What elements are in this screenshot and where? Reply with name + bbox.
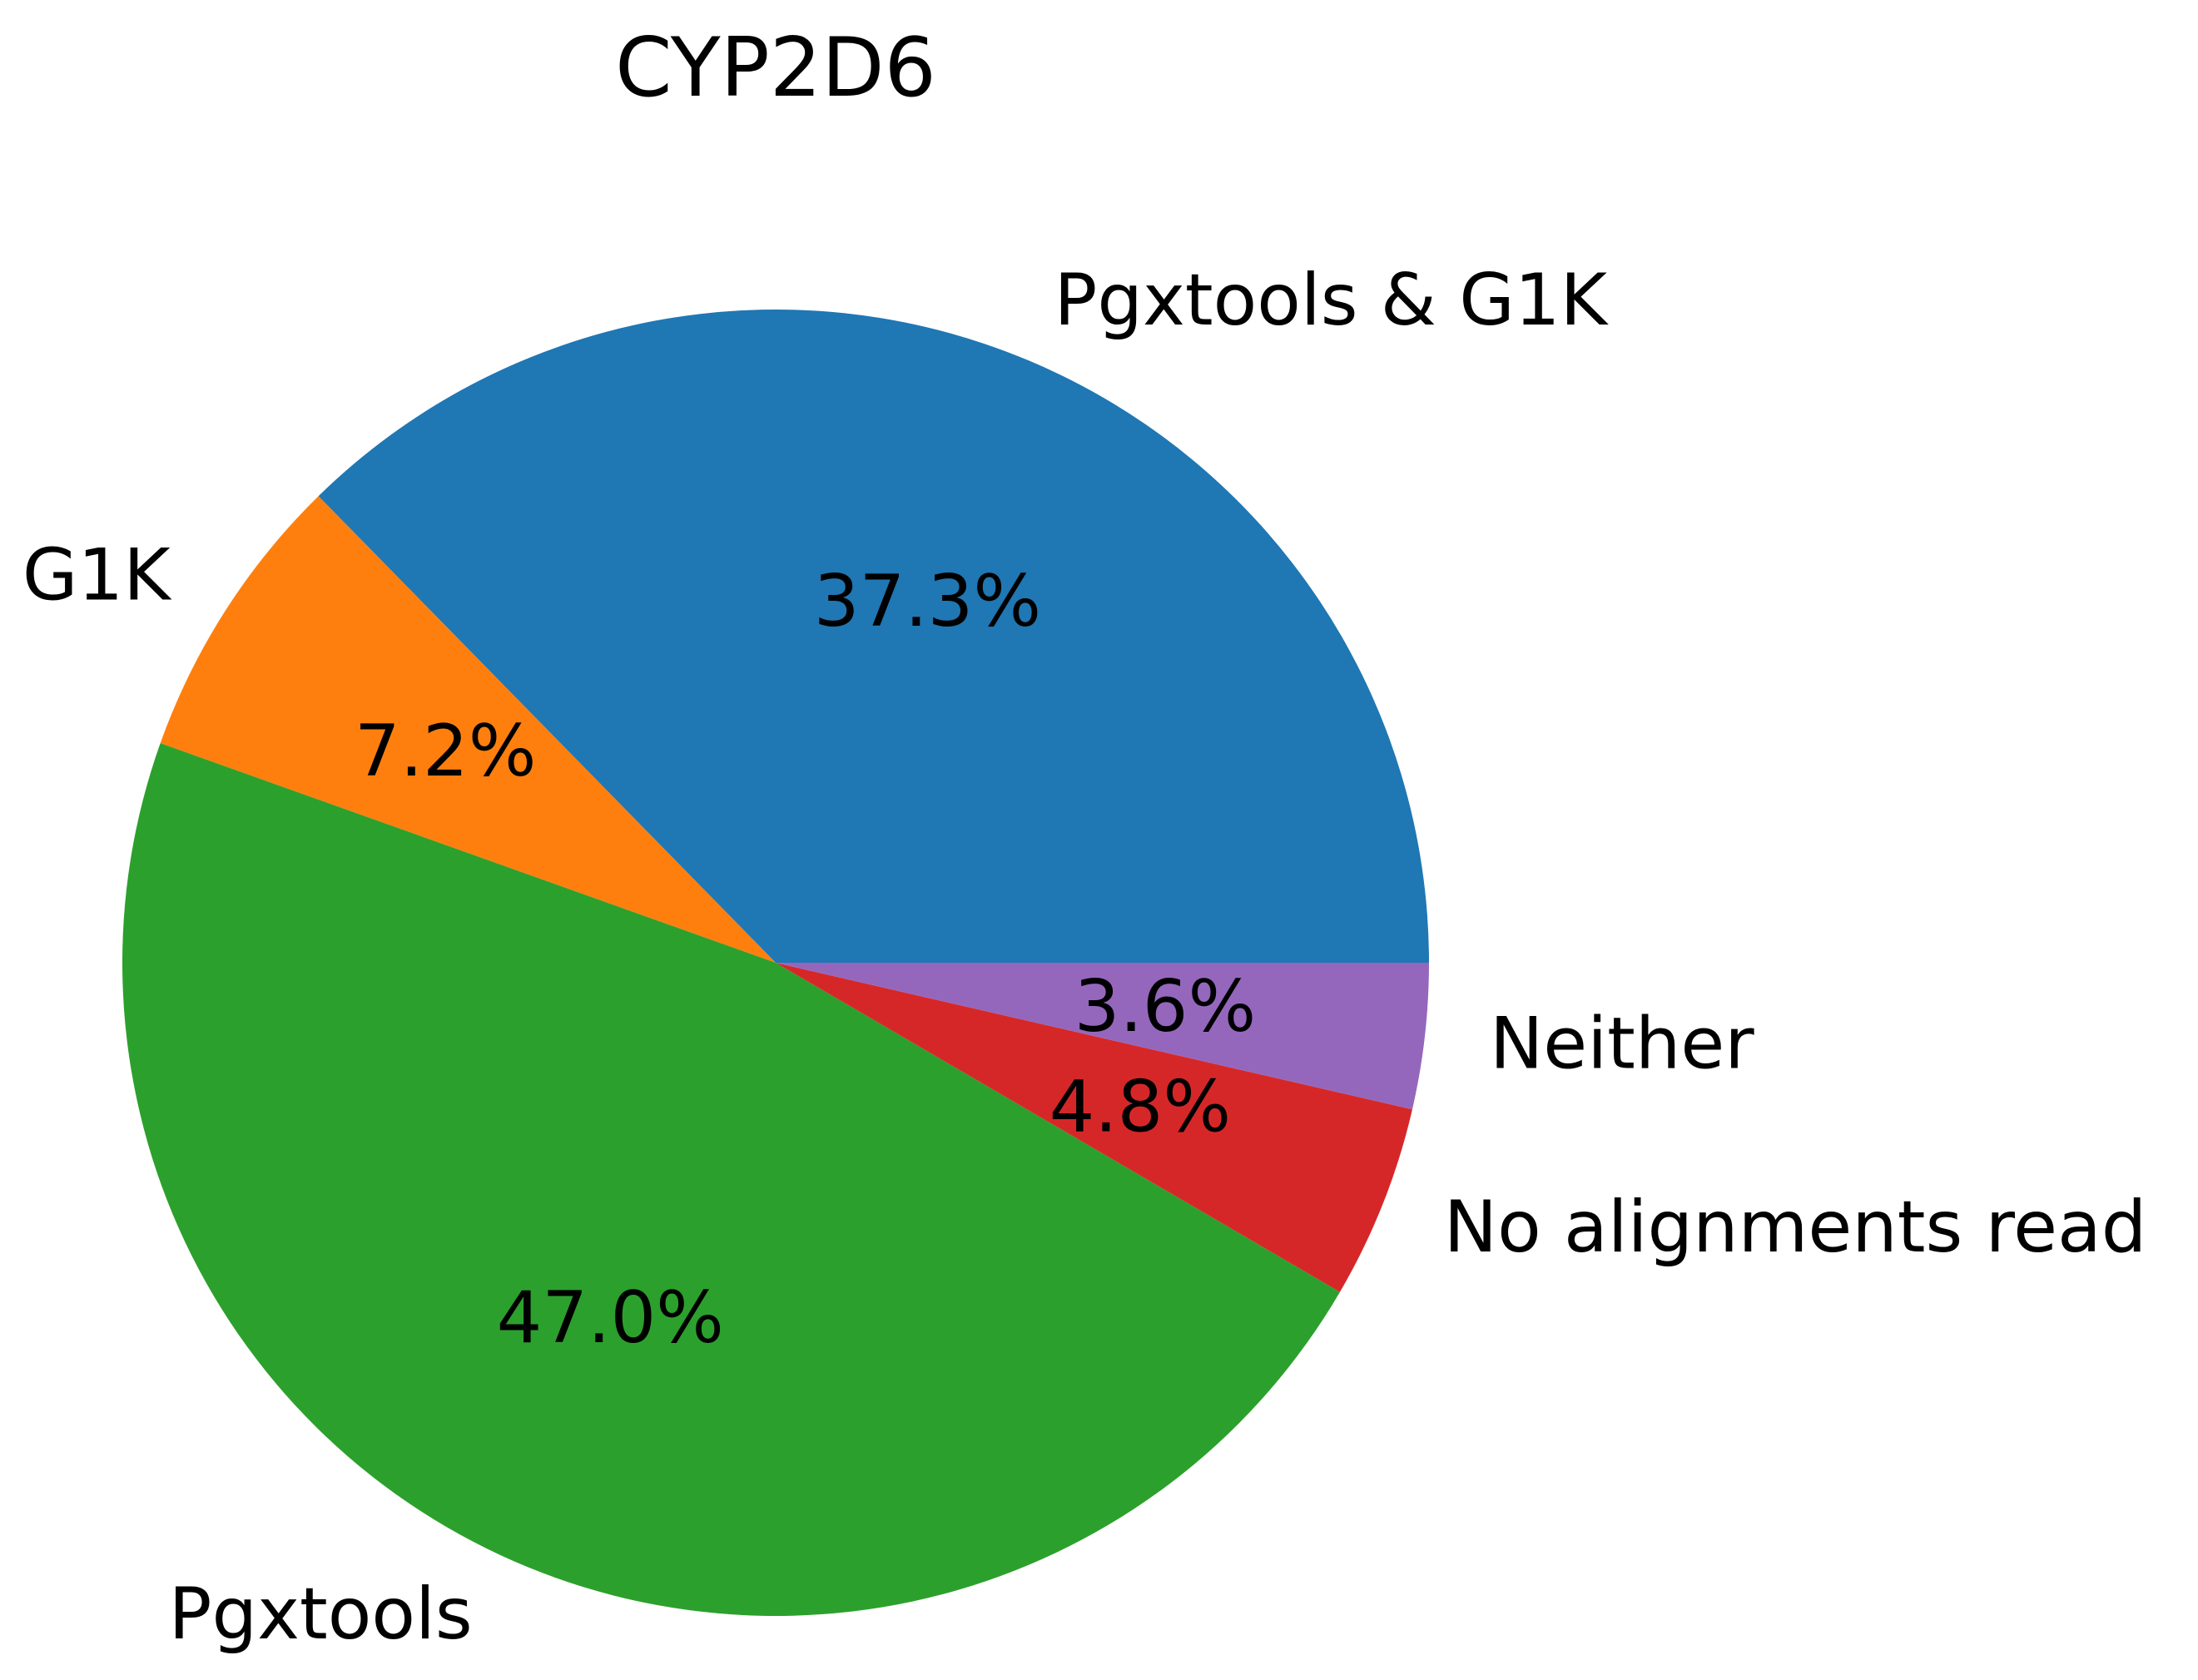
slice-label-no-alignments-read: No alignments read — [1444, 1186, 2147, 1269]
percent-label-g1k: 7.2% — [355, 710, 537, 793]
pie-slice-no-alignments-read — [776, 963, 1412, 1292]
pie-slice-neither — [776, 963, 1429, 1110]
slice-labels: Pgxtools & G1K G1K Pgxtools No alignments r… — [22, 259, 2146, 1656]
percent-label-no-alignments-read: 4.8% — [1049, 1066, 1232, 1149]
slice-label-g1k: G1K — [22, 534, 172, 617]
percent-label-neither: 3.6% — [1074, 965, 1257, 1048]
percent-label-pgxtools: 47.0% — [497, 1276, 724, 1360]
pie-slice-pgxtools — [122, 743, 1340, 1616]
slice-label-pgxtools: Pgxtools — [169, 1573, 473, 1656]
chart-title: CYP2D6 — [615, 21, 936, 116]
pie-slice-pgxtools-g1k — [318, 310, 1430, 963]
pie-slices — [122, 310, 1430, 1616]
pie-slice-g1k — [160, 496, 776, 963]
percent-labels: 37.3% 7.2% 47.0% 4.8% 3.6% — [355, 560, 1256, 1360]
slice-label-pgxtools-g1k: Pgxtools & G1K — [1054, 259, 1610, 342]
slice-label-neither: Neither — [1490, 1003, 1754, 1086]
percent-label-pgxtools-g1k: 37.3% — [814, 560, 1041, 643]
